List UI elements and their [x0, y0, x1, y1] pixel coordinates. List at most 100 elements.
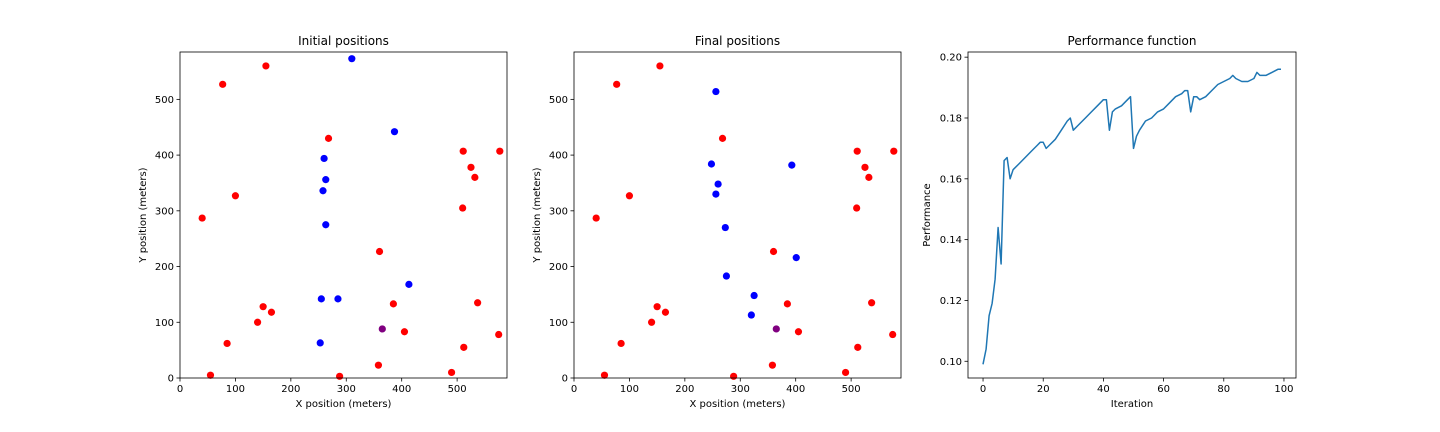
scatter-point — [853, 204, 861, 212]
scatter-point — [661, 308, 670, 316]
scatter-point — [853, 147, 861, 155]
scatter-point — [868, 299, 876, 307]
y-tick-label: 500 — [549, 95, 568, 106]
scatter-point — [617, 339, 625, 348]
scatter-point — [378, 325, 386, 333]
x-tick-label: 100 — [620, 384, 639, 395]
y-tick-label: 100 — [549, 318, 568, 329]
scatter-point — [390, 128, 399, 136]
scatter-point — [714, 180, 722, 188]
scatter-point — [253, 318, 262, 326]
scatter-point — [223, 339, 231, 348]
y-tick-label: 300 — [155, 206, 174, 217]
scatter-point — [375, 247, 384, 256]
y-tick-label: 300 — [549, 206, 568, 217]
x-tick-label: 500 — [842, 384, 861, 395]
scatter-point — [320, 154, 328, 163]
y-tick-label: 0.14 — [940, 235, 962, 246]
scatter-point — [319, 187, 327, 195]
x-tick-label: 300 — [731, 384, 750, 395]
x-tick-label: 200 — [281, 384, 300, 395]
scatter-point — [259, 303, 267, 311]
performance-line — [982, 68, 1281, 365]
scatter-point — [324, 134, 333, 142]
scatter-point — [317, 295, 325, 303]
y-tick-label: 400 — [549, 151, 568, 162]
axes-frame — [179, 51, 508, 379]
scatter-point — [336, 372, 344, 380]
x-tick-label: 100 — [226, 384, 245, 395]
x-tick-label: 20 — [1037, 384, 1050, 395]
scatter-point — [334, 295, 342, 303]
scatter-point — [460, 343, 468, 351]
scatter-point — [750, 291, 758, 300]
scatter-point — [262, 62, 270, 70]
x-tick-label: 300 — [337, 384, 356, 395]
y-tick-label: 500 — [155, 95, 174, 106]
x-tick-label: 200 — [675, 384, 694, 395]
x-tick-label: 500 — [448, 384, 467, 395]
x-tick-label: 100 — [1274, 384, 1293, 395]
scatter-point — [400, 328, 409, 336]
chart-title: Initial positions — [298, 34, 389, 48]
scatter-point — [794, 328, 803, 336]
y-tick-label: 0.20 — [940, 53, 962, 64]
scatter-point — [198, 214, 206, 222]
axes-frame — [967, 51, 1297, 379]
scatter-point — [348, 55, 356, 63]
chart-title: Performance function — [1068, 34, 1197, 48]
y-axis-label: Y position (meters) — [138, 167, 149, 263]
x-tick-label: 0 — [980, 384, 986, 395]
y-tick-label: 0.16 — [940, 174, 962, 185]
y-tick-label: 0 — [562, 374, 568, 385]
x-axis-label: X position (meters) — [296, 399, 392, 410]
x-tick-label: 0 — [177, 384, 183, 395]
scatter-point — [653, 303, 661, 311]
x-tick-label: 400 — [786, 384, 805, 395]
scatter-point — [730, 372, 738, 380]
x-tick-label: 40 — [1097, 384, 1110, 395]
scatter-point — [890, 147, 898, 155]
y-tick-label: 200 — [549, 262, 568, 273]
initial-positions-panel: Initial positions 0 100 200 300 400 500 0 100 200… — [138, 34, 508, 410]
scatter-point — [712, 190, 720, 198]
x-tick-label: 60 — [1157, 384, 1170, 395]
scatter-point — [768, 361, 777, 369]
scatter-point — [389, 300, 397, 308]
scatter-point — [865, 173, 873, 181]
scatter-point — [889, 330, 897, 339]
scatter-point — [231, 192, 240, 200]
scatter-point — [459, 147, 467, 155]
scatter-point — [721, 223, 729, 232]
scatter-point — [613, 80, 621, 88]
scatter-point — [474, 299, 482, 307]
performance-function-panel: Performance function 0 20 40 60 80 100 0.10 0.12… — [922, 34, 1297, 410]
x-tick-label: 400 — [392, 384, 411, 395]
scatter-point — [405, 280, 413, 288]
final-positions-panel: Final positions 0 100 200 300 400 500 0 100 200 30… — [532, 34, 902, 410]
x-tick-label: 80 — [1217, 384, 1230, 395]
scatter-point — [788, 161, 796, 169]
scatter-point — [600, 371, 609, 379]
scatter-point — [718, 134, 727, 142]
scatter-point — [316, 339, 324, 347]
scatter-point — [747, 311, 755, 319]
scatter-point — [769, 247, 778, 256]
scatter-point — [322, 221, 330, 229]
y-tick-label: 100 — [155, 318, 174, 329]
x-axis-label: X position (meters) — [690, 399, 786, 410]
x-tick-label: 0 — [571, 384, 577, 395]
scatter-point — [841, 368, 850, 377]
y-tick-label: 0.12 — [940, 296, 962, 307]
scatter-point — [625, 192, 634, 200]
scatter-point — [861, 163, 869, 171]
y-tick-label: 200 — [155, 262, 174, 273]
scatter-point — [656, 62, 664, 70]
y-tick-label: 0 — [168, 374, 174, 385]
scatter-point — [495, 330, 503, 339]
scatter-point — [707, 160, 716, 168]
y-tick-label: 400 — [155, 151, 174, 162]
scatter-point — [496, 147, 504, 155]
scatter-point — [592, 214, 600, 222]
